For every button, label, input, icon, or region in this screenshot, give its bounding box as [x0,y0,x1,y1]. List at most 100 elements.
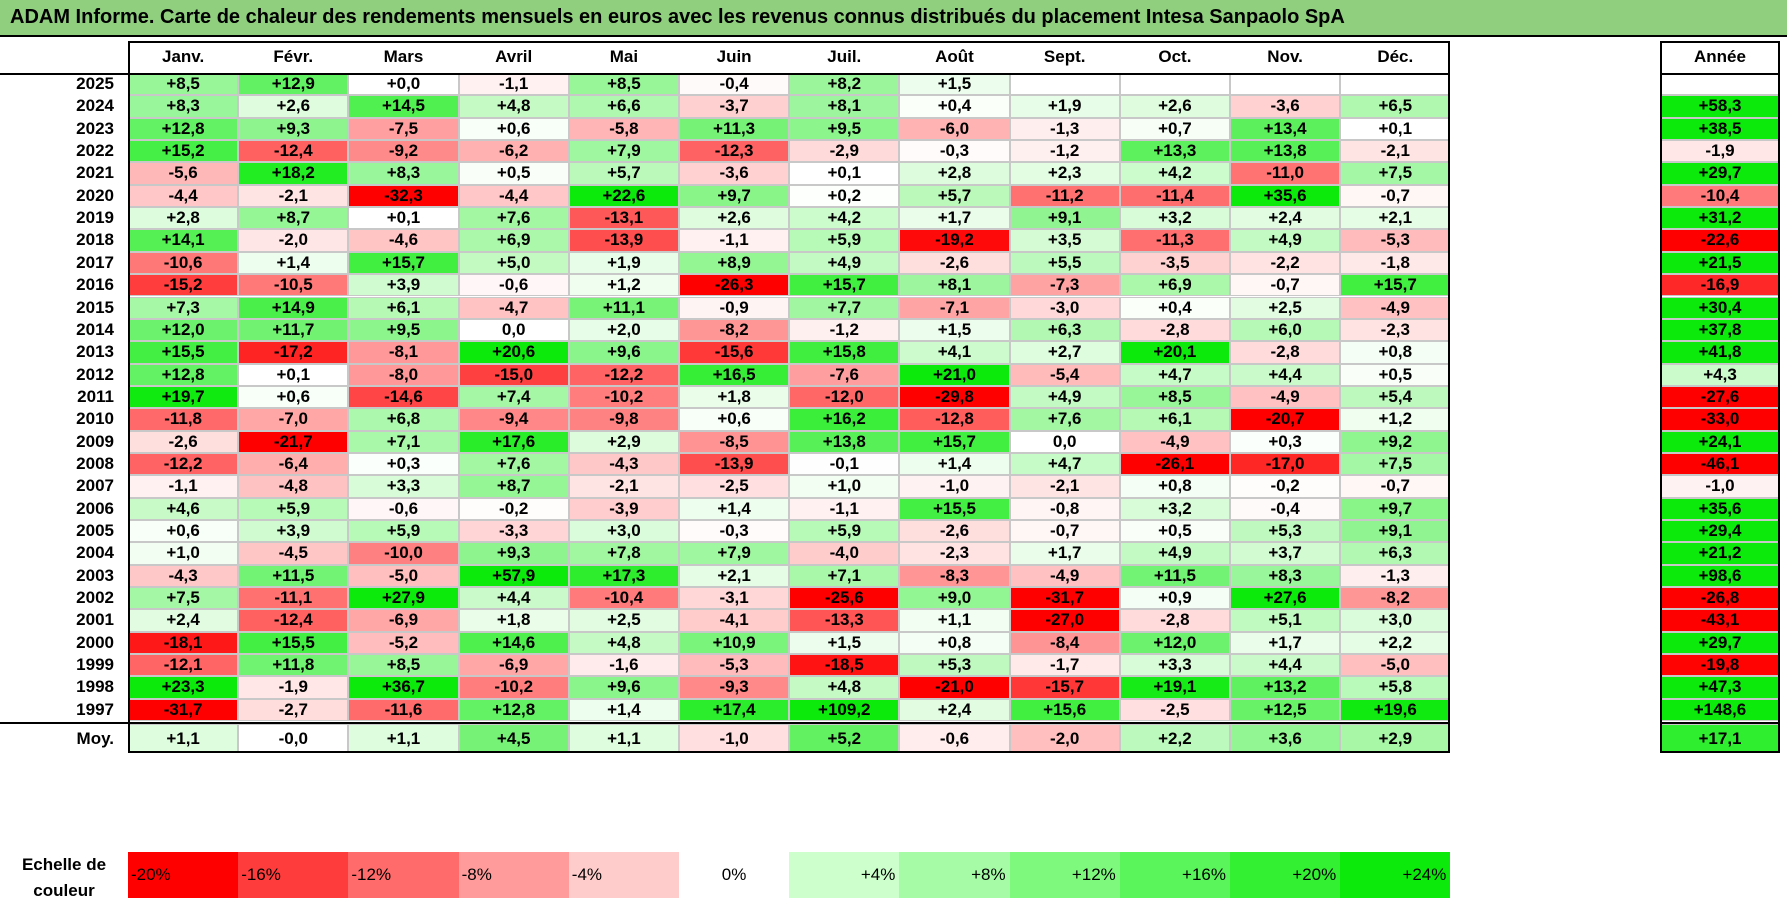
month-cell: -8,4 [1009,631,1120,655]
month-cell: -10,2 [568,385,679,409]
month-cell: -5,2 [348,631,459,655]
month-cell: -26,1 [1119,452,1230,476]
month-cell: -15,2 [128,274,239,297]
color-scale-step: -8% [458,852,569,898]
year-label: 2013 [76,342,114,362]
month-cell: +1,4 [679,497,790,520]
month-cell: +8,5 [348,654,459,677]
month-cell: +7,1 [789,564,900,588]
month-cell: -12,3 [679,140,790,163]
color-scale-step: +20% [1230,852,1341,898]
month-cell: -2,5 [679,475,790,498]
month-cell: -2,6 [128,430,239,453]
month-cell: +0,1 [1340,117,1451,141]
month-cell: +2,6 [238,95,349,118]
month-cell: +2,5 [568,609,679,632]
month-cell: -4,4 [128,184,239,208]
month-cell: -1,9 [238,676,349,699]
month-cell: +3,2 [1119,497,1230,520]
month-cell: -0,2 [458,497,569,520]
month-cell: +2,4 [1230,207,1341,230]
annual-cell: +29,7 [1660,631,1780,655]
month-cell: +7,5 [128,587,239,610]
month-cell: +14,1 [128,229,239,252]
month-cell: +0,3 [1230,430,1341,453]
month-cell: -6,0 [899,117,1010,141]
month-cell: +7,4 [458,385,569,409]
month-cell: -5,0 [348,564,459,588]
month-cell: -21,0 [899,676,1010,699]
month-cell: -12,4 [238,140,349,163]
annual-cell: +37,8 [1660,318,1780,342]
month-cell: +9,3 [238,117,349,141]
month-cell: +0,9 [1119,587,1230,610]
annual-cell: -22,6 [1660,229,1780,252]
month-cell: -8,1 [348,341,459,364]
month-cell: -1,3 [1009,117,1120,141]
month-cell: +9,6 [568,341,679,364]
month-cell: +8,5 [1119,385,1230,409]
month-cell: -2,6 [899,520,1010,543]
month-cell: -0,9 [679,296,790,319]
month-cell: +57,9 [458,564,569,588]
header-divider [0,73,1451,75]
year-label: 2012 [76,364,114,384]
month-cell: +7,7 [789,296,900,319]
month-cell: +4,8 [568,631,679,655]
year-label: 2020 [76,185,114,205]
month-cell: +4,9 [789,251,900,275]
month-cell: -0,6 [458,274,569,297]
month-cell: -0,7 [1340,475,1451,498]
month-cell: +0,3 [348,452,459,476]
month-cell: +16,2 [789,408,900,431]
month-cell: -8,3 [899,564,1010,588]
month-cell: -1,8 [1340,251,1451,275]
month-header: Mars [383,47,424,66]
month-cell: +0,0 [348,73,459,96]
month-cell: +15,5 [899,497,1010,520]
month-cell: +9,7 [679,184,790,208]
month-cell: +1,4 [238,251,349,275]
month-cell: +6,0 [1230,318,1341,342]
month-cell: +109,2 [789,698,900,722]
month-cell: +0,4 [899,95,1010,118]
annual-cell: +41,8 [1660,341,1780,364]
month-cell: +15,8 [789,341,900,364]
month-cell: +21,0 [899,363,1010,386]
month-cell: +1,8 [679,385,790,409]
month-cell: -1,1 [789,497,900,520]
month-cell: +36,7 [348,676,459,699]
average-cell: +5,2 [789,724,900,754]
month-cell: +7,9 [568,140,679,163]
month-cell: -13,9 [679,452,790,476]
month-cell: +1,2 [568,274,679,297]
month-cell: -8,0 [348,363,459,386]
color-scale-step: -16% [238,852,349,898]
month-cell: -1,7 [1009,654,1120,677]
annual-cell: -1,0 [1660,475,1780,498]
month-cell: +6,9 [458,229,569,252]
month-cell: -9,2 [348,140,459,163]
month-cell: +0,6 [128,520,239,543]
year-label: 2016 [76,275,114,295]
month-cell: -9,3 [679,676,790,699]
month-cell: -4,8 [238,475,349,498]
annual-cell: -33,0 [1660,408,1780,431]
month-cell: +4,4 [1230,363,1341,386]
month-header: Nov. [1267,47,1303,66]
month-cell: +5,9 [789,520,900,543]
month-cell: -1,1 [458,73,569,96]
year-label: 2018 [76,230,114,250]
annual-cell: +58,3 [1660,95,1780,118]
average-cell: +2,9 [1340,724,1451,754]
month-cell: +11,3 [679,117,790,141]
month-cell: -2,0 [238,229,349,252]
year-label: 2021 [76,163,114,183]
month-cell: +9,5 [789,117,900,141]
month-cell: +4,9 [1230,229,1341,252]
month-cell: +4,4 [458,587,569,610]
month-cell: +2,3 [1009,162,1120,185]
month-cell: +5,3 [899,654,1010,677]
month-cell: -7,6 [789,363,900,386]
average-cell: +4,5 [458,724,569,754]
